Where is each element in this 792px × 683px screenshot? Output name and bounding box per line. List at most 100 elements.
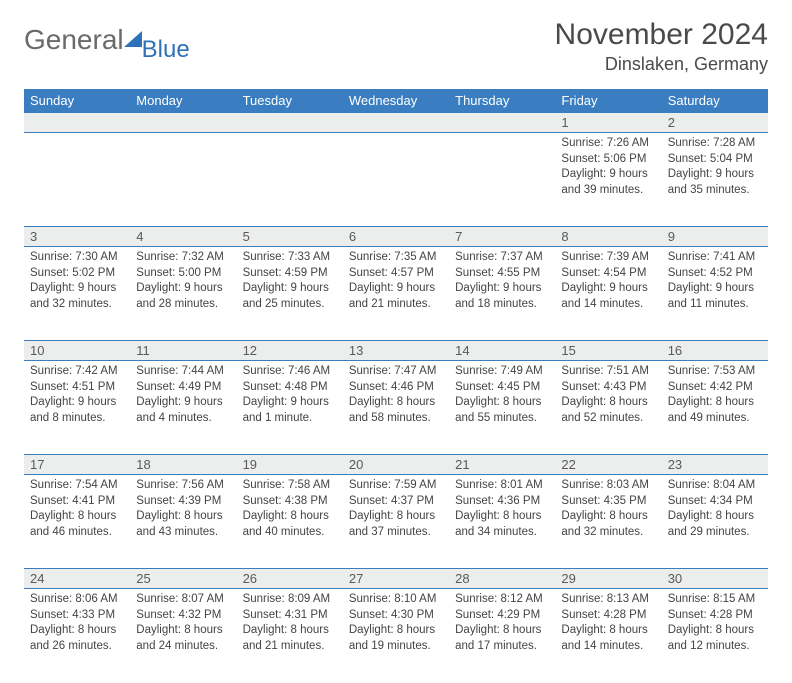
header: General Blue November 2024 Dinslaken, Ge… bbox=[24, 18, 768, 75]
day-details-cell: Sunrise: 7:30 AMSunset: 5:02 PMDaylight:… bbox=[24, 247, 130, 341]
day-number-row: 10111213141516 bbox=[24, 341, 768, 361]
day-details-cell: Sunrise: 7:28 AMSunset: 5:04 PMDaylight:… bbox=[662, 133, 768, 227]
day-details: Sunrise: 7:46 AMSunset: 4:48 PMDaylight:… bbox=[237, 361, 343, 432]
day-number-cell bbox=[237, 113, 343, 133]
day-details: Sunrise: 7:56 AMSunset: 4:39 PMDaylight:… bbox=[130, 475, 236, 546]
weekday-header: Wednesday bbox=[343, 89, 449, 113]
day-details-cell bbox=[449, 133, 555, 227]
day-number-cell: 18 bbox=[130, 455, 236, 475]
day-number-cell: 5 bbox=[237, 227, 343, 247]
day-details-cell: Sunrise: 7:47 AMSunset: 4:46 PMDaylight:… bbox=[343, 361, 449, 455]
day-number-cell bbox=[343, 113, 449, 133]
day-details-row: Sunrise: 7:42 AMSunset: 4:51 PMDaylight:… bbox=[24, 361, 768, 455]
day-number-row: 3456789 bbox=[24, 227, 768, 247]
day-number-cell: 27 bbox=[343, 569, 449, 589]
day-details-cell bbox=[343, 133, 449, 227]
day-number-cell bbox=[130, 113, 236, 133]
day-details-row: Sunrise: 8:06 AMSunset: 4:33 PMDaylight:… bbox=[24, 589, 768, 683]
day-number-row: 17181920212223 bbox=[24, 455, 768, 475]
weekday-header: Monday bbox=[130, 89, 236, 113]
day-details: Sunrise: 7:41 AMSunset: 4:52 PMDaylight:… bbox=[662, 247, 768, 318]
day-details-cell: Sunrise: 8:06 AMSunset: 4:33 PMDaylight:… bbox=[24, 589, 130, 683]
weekday-header: Tuesday bbox=[237, 89, 343, 113]
day-number-cell: 3 bbox=[24, 227, 130, 247]
day-details-cell: Sunrise: 8:12 AMSunset: 4:29 PMDaylight:… bbox=[449, 589, 555, 683]
day-details-cell bbox=[237, 133, 343, 227]
day-details: Sunrise: 7:39 AMSunset: 4:54 PMDaylight:… bbox=[555, 247, 661, 318]
day-details: Sunrise: 8:09 AMSunset: 4:31 PMDaylight:… bbox=[237, 589, 343, 660]
brand-part2: Blue bbox=[142, 36, 190, 64]
day-number-cell: 14 bbox=[449, 341, 555, 361]
day-details: Sunrise: 7:59 AMSunset: 4:37 PMDaylight:… bbox=[343, 475, 449, 546]
day-details: Sunrise: 7:42 AMSunset: 4:51 PMDaylight:… bbox=[24, 361, 130, 432]
day-details: Sunrise: 7:35 AMSunset: 4:57 PMDaylight:… bbox=[343, 247, 449, 318]
day-details: Sunrise: 8:01 AMSunset: 4:36 PMDaylight:… bbox=[449, 475, 555, 546]
weekday-header: Sunday bbox=[24, 89, 130, 113]
day-details-cell: Sunrise: 7:32 AMSunset: 5:00 PMDaylight:… bbox=[130, 247, 236, 341]
day-number-cell: 24 bbox=[24, 569, 130, 589]
day-details-row: Sunrise: 7:54 AMSunset: 4:41 PMDaylight:… bbox=[24, 475, 768, 569]
day-details-cell: Sunrise: 8:03 AMSunset: 4:35 PMDaylight:… bbox=[555, 475, 661, 569]
brand-part1: General bbox=[24, 24, 124, 56]
day-details: Sunrise: 7:54 AMSunset: 4:41 PMDaylight:… bbox=[24, 475, 130, 546]
day-number-cell: 15 bbox=[555, 341, 661, 361]
day-details: Sunrise: 7:33 AMSunset: 4:59 PMDaylight:… bbox=[237, 247, 343, 318]
day-details: Sunrise: 7:37 AMSunset: 4:55 PMDaylight:… bbox=[449, 247, 555, 318]
day-details: Sunrise: 7:51 AMSunset: 4:43 PMDaylight:… bbox=[555, 361, 661, 432]
day-details: Sunrise: 7:47 AMSunset: 4:46 PMDaylight:… bbox=[343, 361, 449, 432]
day-details-cell bbox=[24, 133, 130, 227]
day-details-cell: Sunrise: 8:07 AMSunset: 4:32 PMDaylight:… bbox=[130, 589, 236, 683]
day-details: Sunrise: 8:13 AMSunset: 4:28 PMDaylight:… bbox=[555, 589, 661, 660]
day-number-row: 24252627282930 bbox=[24, 569, 768, 589]
day-details: Sunrise: 7:28 AMSunset: 5:04 PMDaylight:… bbox=[662, 133, 768, 204]
day-number-cell: 12 bbox=[237, 341, 343, 361]
day-number-cell: 6 bbox=[343, 227, 449, 247]
day-details: Sunrise: 8:06 AMSunset: 4:33 PMDaylight:… bbox=[24, 589, 130, 660]
day-details: Sunrise: 7:49 AMSunset: 4:45 PMDaylight:… bbox=[449, 361, 555, 432]
day-details: Sunrise: 7:32 AMSunset: 5:00 PMDaylight:… bbox=[130, 247, 236, 318]
day-number-cell: 8 bbox=[555, 227, 661, 247]
day-details: Sunrise: 7:58 AMSunset: 4:38 PMDaylight:… bbox=[237, 475, 343, 546]
weekday-header: Friday bbox=[555, 89, 661, 113]
day-number-cell: 4 bbox=[130, 227, 236, 247]
day-details-cell: Sunrise: 7:35 AMSunset: 4:57 PMDaylight:… bbox=[343, 247, 449, 341]
day-number-cell: 26 bbox=[237, 569, 343, 589]
day-number-cell: 19 bbox=[237, 455, 343, 475]
day-details: Sunrise: 7:44 AMSunset: 4:49 PMDaylight:… bbox=[130, 361, 236, 432]
day-number-cell bbox=[449, 113, 555, 133]
day-details-cell bbox=[130, 133, 236, 227]
day-number-cell: 17 bbox=[24, 455, 130, 475]
day-number-cell: 1 bbox=[555, 113, 661, 133]
day-details-cell: Sunrise: 7:44 AMSunset: 4:49 PMDaylight:… bbox=[130, 361, 236, 455]
day-number-cell: 7 bbox=[449, 227, 555, 247]
day-number-cell: 20 bbox=[343, 455, 449, 475]
day-details-cell: Sunrise: 7:46 AMSunset: 4:48 PMDaylight:… bbox=[237, 361, 343, 455]
day-details: Sunrise: 8:10 AMSunset: 4:30 PMDaylight:… bbox=[343, 589, 449, 660]
day-details-cell: Sunrise: 7:39 AMSunset: 4:54 PMDaylight:… bbox=[555, 247, 661, 341]
title-block: November 2024 Dinslaken, Germany bbox=[555, 18, 768, 75]
day-details-cell: Sunrise: 7:54 AMSunset: 4:41 PMDaylight:… bbox=[24, 475, 130, 569]
day-number-cell: 13 bbox=[343, 341, 449, 361]
day-details: Sunrise: 7:26 AMSunset: 5:06 PMDaylight:… bbox=[555, 133, 661, 204]
day-details-cell: Sunrise: 7:42 AMSunset: 4:51 PMDaylight:… bbox=[24, 361, 130, 455]
day-details: Sunrise: 8:03 AMSunset: 4:35 PMDaylight:… bbox=[555, 475, 661, 546]
day-number-cell: 22 bbox=[555, 455, 661, 475]
day-number-cell: 25 bbox=[130, 569, 236, 589]
day-details-cell: Sunrise: 7:37 AMSunset: 4:55 PMDaylight:… bbox=[449, 247, 555, 341]
day-details-cell: Sunrise: 7:33 AMSunset: 4:59 PMDaylight:… bbox=[237, 247, 343, 341]
day-details-cell: Sunrise: 8:09 AMSunset: 4:31 PMDaylight:… bbox=[237, 589, 343, 683]
day-details: Sunrise: 8:07 AMSunset: 4:32 PMDaylight:… bbox=[130, 589, 236, 660]
weekday-header: Thursday bbox=[449, 89, 555, 113]
month-title: November 2024 bbox=[555, 18, 768, 52]
day-number-cell: 11 bbox=[130, 341, 236, 361]
calendar-body: 12 Sunrise: 7:26 AMSunset: 5:06 PMDayligh… bbox=[24, 113, 768, 683]
day-number-cell: 9 bbox=[662, 227, 768, 247]
day-number-cell: 10 bbox=[24, 341, 130, 361]
calendar-table: Sunday Monday Tuesday Wednesday Thursday… bbox=[24, 89, 768, 683]
day-details-cell: Sunrise: 8:15 AMSunset: 4:28 PMDaylight:… bbox=[662, 589, 768, 683]
day-details-cell: Sunrise: 7:41 AMSunset: 4:52 PMDaylight:… bbox=[662, 247, 768, 341]
day-details-cell: Sunrise: 8:01 AMSunset: 4:36 PMDaylight:… bbox=[449, 475, 555, 569]
day-details-row: Sunrise: 7:30 AMSunset: 5:02 PMDaylight:… bbox=[24, 247, 768, 341]
day-details-cell: Sunrise: 8:10 AMSunset: 4:30 PMDaylight:… bbox=[343, 589, 449, 683]
day-details-cell: Sunrise: 8:04 AMSunset: 4:34 PMDaylight:… bbox=[662, 475, 768, 569]
